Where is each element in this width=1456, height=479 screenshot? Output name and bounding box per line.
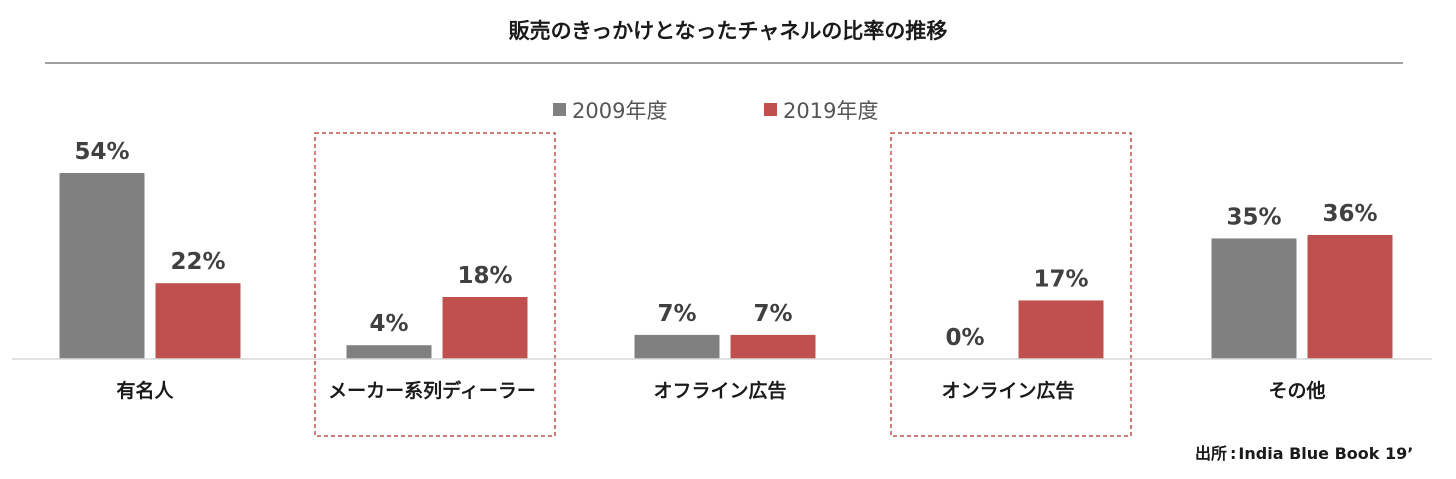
bar-1-3: [634, 334, 720, 359]
highlight-box: [890, 132, 1132, 437]
bar-2-4: [1018, 300, 1104, 359]
bar-2-5: [1307, 235, 1393, 359]
highlight-box: [314, 132, 556, 437]
value-label-2-3: 7%: [753, 301, 792, 327]
category-labels: 有名人 メーカー系列ディーラー オフライン広告 オンライン広告 その他: [116, 379, 1325, 402]
bar-2-2: [442, 297, 528, 359]
value-labels: 54% 4% 7% 0% 35% 22% 18% 7% 17% 36%: [74, 139, 1377, 351]
value-label-1-3: 7%: [657, 301, 696, 327]
legend: 2009年度 2019年度: [553, 99, 878, 123]
legend-label-1: 2009年度: [572, 99, 667, 123]
bar-1-2: [346, 345, 432, 359]
bars: [59, 173, 1393, 359]
category-label-5: その他: [1268, 379, 1325, 402]
bar-2-3: [730, 334, 816, 359]
value-label-1-5: 35%: [1226, 204, 1281, 230]
legend-swatch-1: [553, 103, 566, 116]
bar-1-5: [1211, 238, 1297, 359]
source-label: 出所: India Blue Book 19’: [1195, 444, 1413, 463]
value-label-1-1: 54%: [74, 139, 129, 165]
value-label-2-4: 17%: [1033, 266, 1088, 292]
bar-1-1: [59, 173, 145, 359]
value-label-2-5: 36%: [1322, 201, 1377, 227]
legend-label-2: 2019年度: [783, 99, 878, 123]
bar-2-1: [155, 283, 241, 359]
chart-title: 販売のきっかけとなったチャネルの比率の推移: [509, 19, 948, 43]
highlight-boxes: [314, 132, 1132, 437]
category-label-1: 有名人: [116, 379, 174, 402]
value-label-2-2: 18%: [457, 263, 512, 289]
value-label-1-2: 4%: [369, 311, 408, 337]
value-label-1-4: 0%: [945, 325, 984, 351]
value-label-2-1: 22%: [170, 249, 225, 275]
category-label-4: オンライン広告: [941, 379, 1074, 402]
category-label-2: メーカー系列ディーラー: [328, 379, 536, 402]
category-label-3: オフライン広告: [653, 379, 786, 402]
legend-swatch-2: [764, 103, 777, 116]
